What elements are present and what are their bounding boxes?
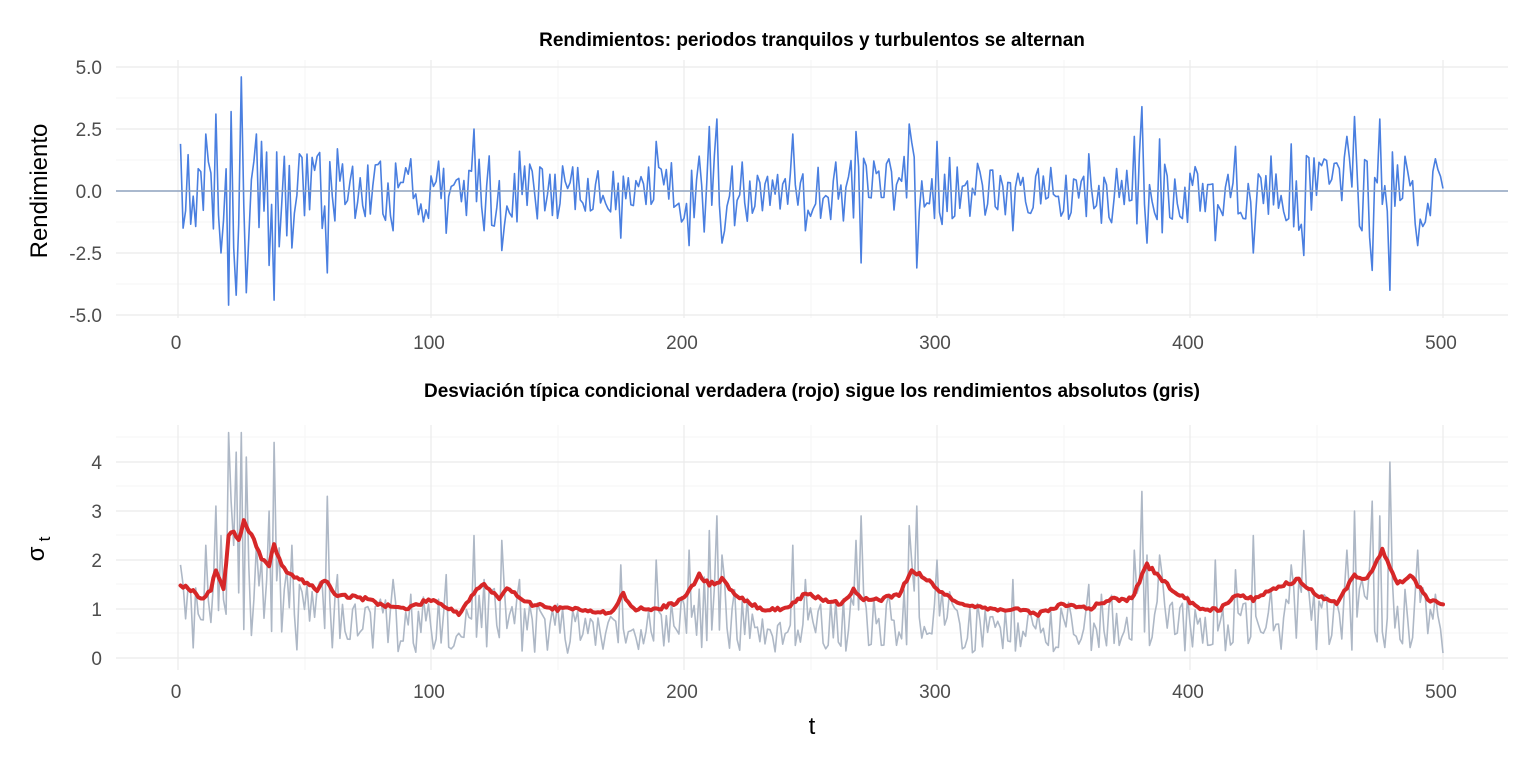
- volatility-x-tick-label: 500: [1425, 682, 1457, 703]
- returns-y-tick-label: -2.5: [69, 244, 102, 265]
- returns-y-tick-label: 5.0: [76, 58, 102, 79]
- returns-y-tick-label: 2.5: [76, 120, 102, 141]
- volatility-x-tick-label: 100: [413, 682, 445, 703]
- volatility-y-axis-title: σ t: [23, 536, 54, 561]
- returns-panel: Rendimientos: periodos tranquilos y turb…: [26, 30, 1508, 354]
- conditional-sd-series-line: [178, 518, 1445, 618]
- returns-chart-title: Rendimientos: periodos tranquilos y turb…: [539, 30, 1085, 51]
- returns-plot-area: [116, 60, 1508, 318]
- returns-y-tick-label: 0.0: [76, 182, 102, 203]
- volatility-x-tick-label: 300: [919, 682, 951, 703]
- volatility-y-tick-label: 4: [91, 453, 102, 474]
- returns-x-tick-label: 200: [666, 333, 698, 354]
- returns-x-tick-label: 400: [1172, 333, 1204, 354]
- returns-series-line: [179, 76, 1444, 306]
- volatility-y-axis-title-subscript: t: [35, 536, 54, 541]
- volatility-y-tick-label: 1: [91, 600, 102, 621]
- returns-x-tick-label: 0: [171, 333, 182, 354]
- volatility-y-tick-label: 2: [91, 551, 102, 572]
- volatility-plot-area: [116, 425, 1508, 670]
- returns-x-tick-label: 100: [413, 333, 445, 354]
- volatility-y-tick-label: 0: [91, 649, 102, 670]
- volatility-x-axis-title: t: [809, 713, 816, 740]
- volatility-panel: Desviación típica condicional verdadera …: [23, 381, 1508, 740]
- volatility-x-tick-label: 0: [171, 682, 182, 703]
- volatility-x-tick-label: 400: [1172, 682, 1204, 703]
- volatility-chart-title: Desviación típica condicional verdadera …: [424, 381, 1200, 402]
- returns-y-axis-title: Rendimiento: [26, 124, 53, 259]
- volatility-y-axis-title-sigma: σ: [23, 546, 50, 561]
- absolute-returns-series-line: [179, 431, 1444, 654]
- volatility-x-tick-label: 200: [666, 682, 698, 703]
- volatility-y-tick-label: 3: [91, 502, 102, 523]
- returns-x-tick-label: 300: [919, 333, 951, 354]
- returns-x-tick-label: 500: [1425, 333, 1457, 354]
- returns-y-tick-label: -5.0: [69, 306, 102, 327]
